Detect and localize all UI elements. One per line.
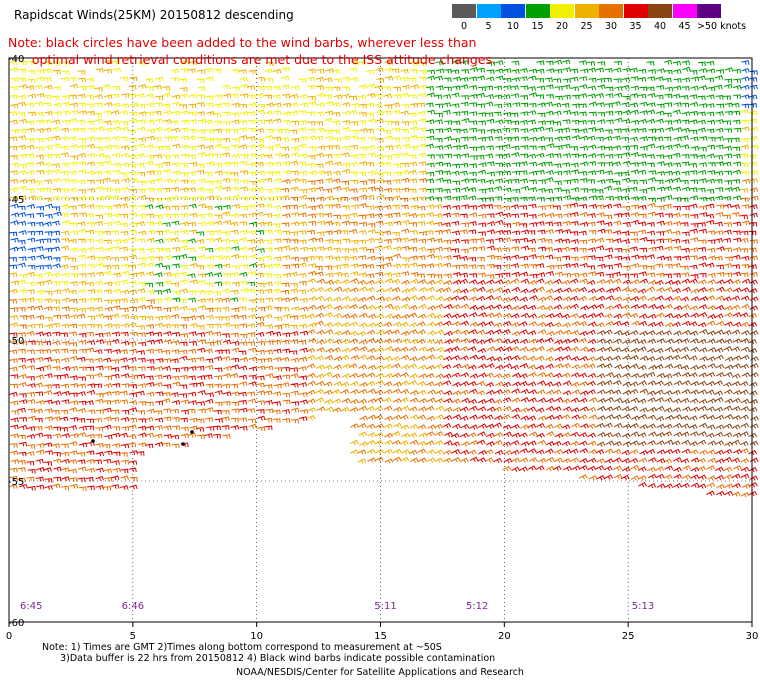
- footnote-line-1: Note: 1) Times are GMT 2)Times along bot…: [42, 642, 442, 653]
- colorbar-label: >50 knots: [697, 21, 747, 32]
- colorbar-swatch: [697, 4, 721, 18]
- x-tick-label: 5: [130, 631, 136, 642]
- orbit-time-label: 6:46: [122, 601, 144, 612]
- y-tick-label: -50: [8, 336, 24, 347]
- wind-barbs-layer: [8, 59, 759, 498]
- x-tick-label: 25: [622, 631, 635, 642]
- wind-barb-group: [9, 177, 759, 498]
- map-frame: 0 5 10 15 20 25 30 -40 -45 -50 -55 -60 6:45 6:46 5:11 5…: [6, 54, 759, 642]
- colorbar-label: 45: [678, 21, 691, 32]
- colorbar-swatch: [501, 4, 525, 18]
- wind-barb-group: [9, 202, 759, 497]
- wind-barb-group: [9, 60, 758, 270]
- contaminated-barb-marker: [190, 430, 194, 434]
- colorbar-label: 20: [555, 21, 569, 32]
- x-tick-label: 30: [746, 631, 759, 642]
- credit-line: NOAA/NESDIS/Center for Satellite Applica…: [236, 667, 524, 678]
- colorbar-label: 5: [485, 21, 492, 32]
- colorbar-label: 35: [629, 21, 642, 32]
- footnote: Note: 1) Times are GMT 2)Times along bot…: [42, 642, 495, 664]
- orbit-time-label: 6:45: [20, 601, 42, 612]
- note-line-1: Note: black circles have been added to t…: [8, 35, 477, 50]
- colorbar-swatch: [599, 4, 623, 18]
- colorbar-label: 10: [506, 21, 520, 32]
- colorbar-label: 30: [604, 21, 618, 32]
- y-tick-label: -45: [8, 195, 24, 206]
- colorbar-swatch: [550, 4, 574, 18]
- x-tick-label: 10: [250, 631, 263, 642]
- orbit-time-label: 5:13: [632, 601, 654, 612]
- note-line-2: optimal wind retrieval conditions are me…: [8, 52, 496, 67]
- colorbar-label: 15: [531, 21, 544, 32]
- colorbar-swatch: [648, 4, 672, 18]
- contaminated-barb-marker: [181, 442, 185, 446]
- wind-barb-group: [145, 59, 742, 303]
- orbit-time-label: 5:11: [374, 601, 396, 612]
- colorbar-label: 25: [580, 21, 593, 32]
- colorbar-label: 0: [460, 21, 468, 32]
- x-tick-label: 20: [498, 631, 511, 642]
- footnote-line-2: 3)Data buffer is 22 hrs from 20150812 4)…: [42, 653, 496, 664]
- wind-barb-group: [8, 59, 758, 464]
- colorbar-swatch: [623, 4, 648, 18]
- colorbar-swatch: [476, 4, 501, 18]
- map-title: Rapidscat Winds(25KM) 20150812 descendin…: [14, 8, 294, 22]
- y-tick-label: -40: [8, 54, 24, 65]
- y-tick-label: -55: [8, 477, 24, 488]
- wind-barb-group: [595, 329, 759, 447]
- x-tick-label: 15: [374, 631, 387, 642]
- colorbar-swatch: [672, 4, 697, 18]
- colorbar-swatch: [525, 4, 550, 18]
- x-tick-label: 0: [6, 631, 12, 642]
- contaminated-barb-marker: [91, 439, 95, 443]
- wind-barb-group: [8, 59, 759, 304]
- colorbar-swatch: [574, 4, 599, 18]
- orbit-time-label: 5:12: [466, 601, 488, 612]
- y-tick-label: -60: [8, 618, 24, 629]
- colorbar-label: 40: [653, 21, 667, 32]
- attitude-note: Note: black circles have been added to t…: [8, 34, 496, 68]
- colorbar-swatch: [452, 4, 476, 18]
